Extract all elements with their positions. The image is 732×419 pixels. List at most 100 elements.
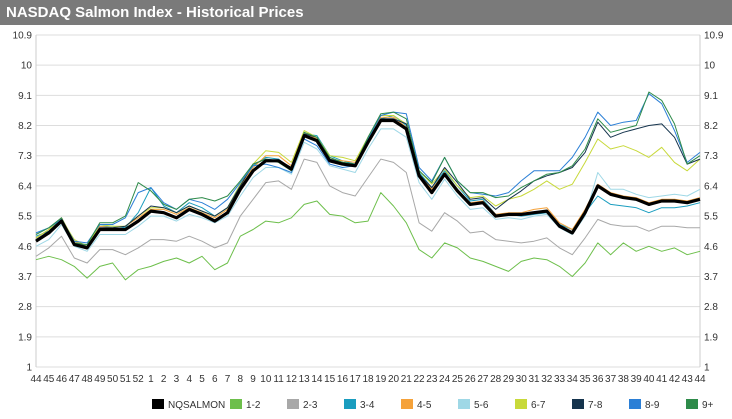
y-tick-label-right: 6.4 (704, 181, 718, 192)
x-tick-label: 23 (426, 374, 438, 385)
y-tick-label-left: 6.4 (18, 181, 32, 192)
x-tick-label: 21 (401, 374, 413, 385)
legend-label: 6-7 (531, 400, 546, 411)
x-tick-label: 17 (350, 374, 362, 385)
x-tick-label: 26 (465, 374, 477, 385)
x-tick-label: 37 (605, 374, 617, 385)
x-tick-label: 13 (299, 374, 311, 385)
x-tick-label: 24 (439, 374, 451, 385)
series-line-6-7 (35, 115, 701, 247)
legend-swatch (230, 399, 242, 409)
legend-swatch (287, 399, 299, 409)
x-tick-label: 5 (199, 374, 205, 385)
x-tick-label: 11 (273, 374, 284, 385)
series-line-nqsalmon (35, 118, 701, 250)
y-tick-label-right: 8.2 (704, 121, 718, 132)
x-tick-label: 47 (69, 374, 81, 385)
legend-swatch (458, 399, 470, 409)
x-tick-label: 3 (174, 374, 180, 385)
legend-label: 3-4 (360, 400, 375, 411)
y-tick-label-right: 1.9 (704, 332, 718, 343)
x-tick-label: 34 (567, 374, 579, 385)
x-tick-label: 20 (388, 374, 400, 385)
x-tick-label: 50 (107, 374, 119, 385)
legend-swatch (401, 399, 413, 409)
legend-label: NQSALMON (168, 400, 225, 411)
y-tick-label-right: 4.6 (704, 242, 718, 253)
y-tick-label-right: 9.1 (704, 91, 718, 102)
x-tick-label: 44 (694, 374, 706, 385)
x-tick-label: 4 (186, 374, 192, 385)
legend: NQSALMON 1-2 2-3 3-4 4-5 5-6 6-7 7-8 8-9 9+ (152, 399, 714, 411)
legend-swatch (152, 399, 164, 409)
x-tick-label: 51 (120, 374, 132, 385)
y-tick-label-left: 10 (21, 61, 33, 72)
x-tick-label: 29 (503, 374, 515, 385)
series-line-1-2 (35, 192, 701, 281)
x-tick-label: 27 (477, 374, 489, 385)
grid-lines (35, 34, 701, 368)
y-tick-label-left: 7.3 (18, 151, 32, 162)
y-tick-label-right: 7.3 (704, 151, 718, 162)
legend-label: 4-5 (417, 400, 432, 411)
x-tick-label: 10 (260, 374, 272, 385)
y-tick-label-right: 5.5 (704, 212, 718, 223)
x-tick-label: 9 (250, 374, 256, 385)
series-line-9+ (35, 91, 701, 246)
legend-label: 9+ (702, 400, 714, 411)
y-tick-label-left: 9.1 (18, 91, 32, 102)
legend-swatch (686, 399, 698, 409)
legend-label: 2-3 (303, 400, 318, 411)
legend-label: 1-2 (246, 400, 261, 411)
y-tick-label-left: 5.5 (18, 212, 32, 223)
series-line-2-3 (35, 158, 700, 264)
y-tick-label-right: 3.7 (704, 272, 718, 283)
x-tick-label: 42 (669, 374, 681, 385)
x-tick-label: 28 (490, 374, 502, 385)
y-tick-label-right: 10 (704, 61, 716, 72)
y-tick-label-left: 4.6 (18, 242, 32, 253)
x-tick-label: 39 (631, 374, 643, 385)
legend-swatch (629, 399, 641, 409)
x-tick-label: 52 (133, 374, 145, 385)
legend-label: 5-6 (474, 400, 489, 411)
legend-swatch (572, 399, 584, 409)
chart-area: 1 1.9 2.8 3.7 4.6 5.5 6.4 7.3 8.2 9.1 10 10.9 1 1.9 2… (13, 31, 724, 412)
x-tick-label: 8 (238, 374, 244, 385)
y-tick-label-left: 8.2 (18, 121, 32, 132)
y-tick-label-left: 1.9 (18, 332, 32, 343)
x-axis: 44 45 46 47 48 49 50 51 52 1 2 3 4 5 6 7 8 9 10 11 12 13 14 15 1… (30, 374, 706, 385)
x-tick-label: 6 (212, 374, 218, 385)
series-lines (35, 91, 701, 281)
y-tick-label-right: 2.8 (704, 302, 718, 313)
x-tick-label: 49 (94, 374, 106, 385)
x-tick-label: 33 (554, 374, 566, 385)
x-tick-label: 30 (516, 374, 528, 385)
x-tick-label: 35 (580, 374, 592, 385)
x-tick-label: 14 (311, 374, 323, 385)
x-tick-label: 46 (56, 374, 68, 385)
y-tick-label-right: 10.9 (704, 31, 724, 42)
x-tick-label: 31 (528, 374, 540, 385)
legend-label: 7-8 (588, 400, 603, 411)
legend-swatch (344, 399, 356, 409)
x-tick-label: 41 (656, 374, 668, 385)
x-tick-label: 15 (324, 374, 336, 385)
chart-title: NASDAQ Salmon Index - Historical Prices (0, 0, 732, 25)
x-tick-label: 36 (592, 374, 604, 385)
y-axis-right: 1 1.9 2.8 3.7 4.6 5.5 6.4 7.3 8.2 9.1 10 10.9 (704, 31, 724, 374)
x-tick-label: 43 (682, 374, 694, 385)
x-tick-label: 19 (375, 374, 387, 385)
y-axis-left: 1 1.9 2.8 3.7 4.6 5.5 6.4 7.3 8.2 9.1 10 10.9 (13, 31, 33, 374)
y-tick-label-right: 1 (704, 363, 710, 374)
legend-label: 8-9 (645, 400, 660, 411)
x-tick-label: 38 (618, 374, 630, 385)
legend-swatch (515, 399, 527, 409)
x-tick-label: 40 (643, 374, 655, 385)
x-tick-label: 12 (286, 374, 298, 385)
x-tick-label: 2 (161, 374, 167, 385)
series-line-8-9 (35, 93, 701, 244)
y-tick-label-left: 10.9 (13, 31, 33, 42)
x-tick-label: 16 (337, 374, 349, 385)
x-tick-label: 1 (148, 374, 154, 385)
